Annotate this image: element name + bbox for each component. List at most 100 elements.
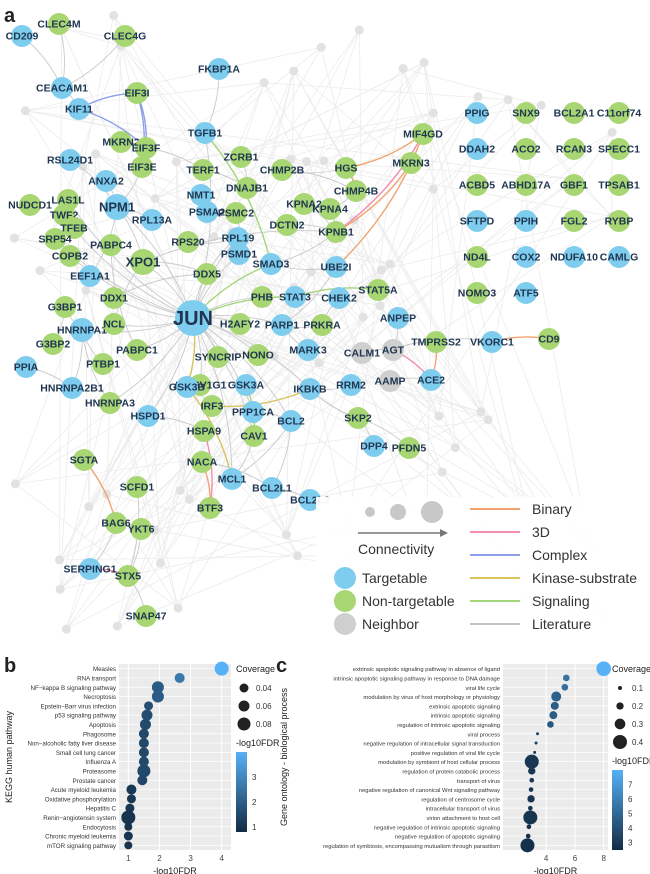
node-gsk3b[interactable]: GSK3B bbox=[169, 376, 206, 398]
node-specc1[interactable]: SPECC1 bbox=[598, 138, 640, 160]
node-kpna2[interactable]: KPNA2 bbox=[286, 193, 322, 215]
node-calm1[interactable]: CALM1 bbox=[344, 342, 380, 364]
node-cox2[interactable]: COX2 bbox=[512, 246, 541, 268]
node-rybp[interactable]: RYBP bbox=[605, 210, 634, 232]
node-ube2i[interactable]: UBE2I bbox=[321, 256, 352, 278]
node-ncl[interactable]: NCL bbox=[103, 313, 125, 335]
node-rps20[interactable]: RPS20 bbox=[171, 231, 205, 253]
node-scfd1[interactable]: SCFD1 bbox=[120, 476, 155, 498]
node-mark3[interactable]: MARK3 bbox=[289, 339, 327, 361]
node-hnrnpa2b1[interactable]: HNRNPA2B1 bbox=[40, 377, 104, 399]
node-chmp2b[interactable]: CHMP2B bbox=[260, 159, 305, 181]
node-naca[interactable]: NACA bbox=[187, 451, 218, 473]
node-srp54[interactable]: SRP54 bbox=[38, 228, 72, 250]
node-bcl2l1[interactable]: BCL2L1 bbox=[252, 477, 292, 499]
node-tpsab1[interactable]: TPSAB1 bbox=[598, 174, 640, 196]
node-vkorc1[interactable]: VKORC1 bbox=[470, 331, 514, 353]
node-fgl2[interactable]: FGL2 bbox=[561, 210, 588, 232]
node-rrm2[interactable]: RRM2 bbox=[336, 374, 366, 396]
node-cd209[interactable]: CD209 bbox=[6, 25, 39, 47]
node-stat5a[interactable]: STAT5A bbox=[358, 279, 398, 301]
node-rpl13a[interactable]: RPL13A bbox=[132, 209, 173, 231]
node-fkbp1a[interactable]: FKBP1A bbox=[198, 58, 240, 80]
node-hspa9[interactable]: HSPA9 bbox=[187, 420, 221, 442]
node-mkrn3[interactable]: MKRN3 bbox=[392, 152, 430, 174]
node-hgs[interactable]: HGS bbox=[335, 157, 358, 179]
node-gsk3a[interactable]: GSK3A bbox=[228, 374, 265, 396]
node-psmd1[interactable]: PSMD1 bbox=[221, 243, 257, 265]
node-xpo1[interactable]: XPO1 bbox=[126, 249, 161, 275]
node-tgfb1[interactable]: TGFB1 bbox=[188, 122, 223, 144]
node-phb[interactable]: PHB bbox=[251, 286, 274, 308]
node-aamp[interactable]: AAMP bbox=[375, 370, 406, 392]
node-ace2[interactable]: ACE2 bbox=[417, 369, 445, 391]
node-stx5[interactable]: STX5 bbox=[115, 565, 141, 587]
node-atf5[interactable]: ATF5 bbox=[513, 282, 539, 304]
node-nmt1[interactable]: NMT1 bbox=[187, 184, 216, 206]
node-cav1[interactable]: CAV1 bbox=[240, 425, 268, 447]
node-c11orf74[interactable]: C11orf74 bbox=[597, 102, 642, 124]
node-npm1[interactable]: NPM1 bbox=[99, 194, 135, 220]
node-hnrnpa1[interactable]: HNRNPA1 bbox=[57, 318, 107, 342]
node-hspd1[interactable]: HSPD1 bbox=[130, 405, 166, 427]
node-dpp4[interactable]: DPP4 bbox=[360, 435, 388, 457]
node-sftpd[interactable]: SFTPD bbox=[460, 210, 495, 232]
node-terf1[interactable]: TERF1 bbox=[186, 159, 220, 181]
node-ptbp1[interactable]: PTBP1 bbox=[86, 353, 120, 375]
node-ddx1[interactable]: DDX1 bbox=[100, 287, 128, 309]
node-dnajb1[interactable]: DNAJB1 bbox=[226, 177, 268, 199]
node-chmp4b[interactable]: CHMP4B bbox=[334, 180, 379, 202]
node-btf3[interactable]: BTF3 bbox=[197, 497, 223, 519]
node-smad3[interactable]: SMAD3 bbox=[253, 253, 290, 275]
node-serping1[interactable]: SERPING1 bbox=[63, 558, 117, 580]
node-stat3[interactable]: STAT3 bbox=[279, 286, 311, 308]
node-psma2[interactable]: PSMA2 bbox=[189, 201, 225, 223]
node-bag6[interactable]: BAG6 bbox=[101, 512, 131, 534]
node-eef1a1[interactable]: EEF1A1 bbox=[70, 265, 110, 287]
node-ndufa10[interactable]: NDUFA10 bbox=[550, 246, 598, 268]
node-nomo3[interactable]: NOMO3 bbox=[458, 282, 497, 304]
node-ppia[interactable]: PPIA bbox=[14, 356, 39, 378]
node-pfdn5[interactable]: PFDN5 bbox=[392, 437, 427, 459]
node-anxa2[interactable]: ANXA2 bbox=[88, 170, 124, 192]
node-eif3f[interactable]: EIF3F bbox=[132, 137, 161, 159]
node-h2afy2[interactable]: H2AFY2 bbox=[220, 313, 260, 335]
node-mkrn2[interactable]: MKRN2 bbox=[102, 131, 140, 153]
node-ppig[interactable]: PPIG bbox=[464, 102, 490, 124]
node-skp2[interactable]: SKP2 bbox=[344, 407, 372, 429]
node-pabpc4[interactable]: PABPC4 bbox=[90, 234, 132, 256]
node-bcl2[interactable]: BCL2 bbox=[277, 410, 305, 432]
node-copb2[interactable]: COPB2 bbox=[52, 245, 88, 267]
node-ddx5[interactable]: DDX5 bbox=[193, 263, 221, 285]
node-nono[interactable]: NONO bbox=[242, 344, 274, 366]
node-irf3[interactable]: IRF3 bbox=[201, 395, 224, 417]
node-kpna4[interactable]: KPNA4 bbox=[312, 198, 348, 220]
node-prkra[interactable]: PRKRA bbox=[303, 314, 341, 336]
node-ppp1ca[interactable]: PPP1CA bbox=[232, 401, 274, 423]
node-tfeb[interactable]: TFEB bbox=[60, 217, 88, 239]
node-camlg[interactable]: CAMLG bbox=[600, 246, 639, 268]
node-rsl24d1[interactable]: RSL24D1 bbox=[47, 149, 93, 171]
node-syncrip[interactable]: SYNCRIP bbox=[195, 346, 242, 368]
node-kif11[interactable]: KIF11 bbox=[65, 98, 93, 120]
node-clec4m[interactable]: CLEC4M bbox=[37, 13, 81, 35]
node-acbd5[interactable]: ACBD5 bbox=[459, 174, 495, 196]
node-hnrnpa3[interactable]: HNRNPA3 bbox=[85, 392, 135, 414]
node-tmprss2[interactable]: TMPRSS2 bbox=[411, 331, 461, 353]
node-psmc2[interactable]: PSMC2 bbox=[218, 202, 254, 224]
node-cd9[interactable]: CD9 bbox=[538, 328, 560, 350]
node-aco2[interactable]: ACO2 bbox=[511, 138, 541, 160]
node-bcl2a1[interactable]: BCL2A1 bbox=[554, 102, 595, 124]
node-parp1[interactable]: PARP1 bbox=[265, 314, 299, 336]
node-kpnb1[interactable]: KPNB1 bbox=[318, 221, 354, 243]
node-sgta[interactable]: SGTA bbox=[70, 449, 99, 471]
node-g3bp2[interactable]: G3BP2 bbox=[36, 333, 71, 355]
node-chek2[interactable]: CHEK2 bbox=[321, 287, 357, 309]
node-mif4gd[interactable]: MIF4GD bbox=[403, 123, 443, 145]
node-mcl1[interactable]: MCL1 bbox=[218, 468, 247, 490]
node-snap47[interactable]: SNAP47 bbox=[126, 605, 167, 627]
node-jun[interactable]: JUN bbox=[173, 300, 213, 336]
node-eif3i[interactable]: EIF3I bbox=[124, 82, 150, 104]
node-clec4g[interactable]: CLEC4G bbox=[104, 25, 147, 47]
node-agt[interactable]: AGT bbox=[382, 339, 405, 361]
